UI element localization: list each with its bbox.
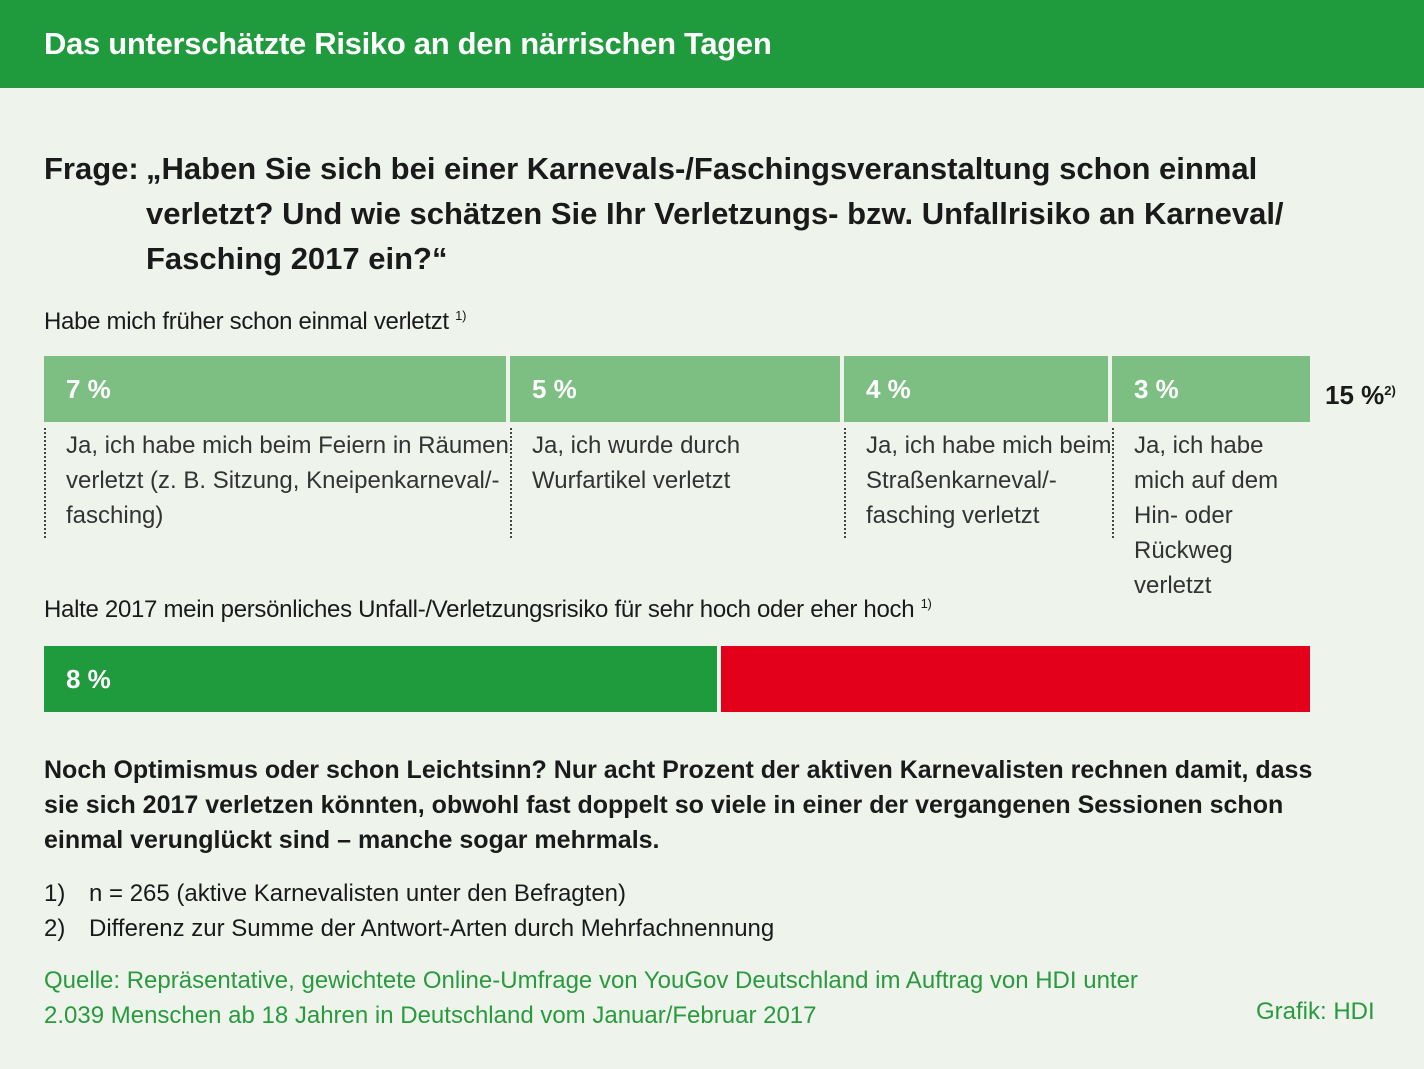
chart1-title-note: 1) [455, 308, 467, 323]
category-label: Ja, ich wurde durch Wurfartikel verletzt [510, 428, 844, 538]
chart1-title-text: Habe mich früher schon einmal verletzt [44, 308, 449, 335]
bar-segment: 4 % [844, 356, 1108, 422]
body-text: Noch Optimismus oder schon Leichtsinn? N… [44, 756, 1313, 854]
question-text: „Haben Sie sich bei einer Karnevals-/Fas… [146, 151, 1284, 276]
category-label: Ja, ich habe mich beim Straßenkarneval/-… [844, 428, 1112, 538]
chart1-title: Habe mich früher schon einmal verletzt 1… [44, 308, 466, 336]
source: Quelle: Repräsentative, gewichtete Onlin… [44, 967, 1138, 1029]
credit: Grafik: HDI [1256, 998, 1375, 1025]
total-label: 15 % [1325, 380, 1385, 410]
footnote: 1) n = 265 (aktive Karnevalisten unter de… [44, 876, 774, 911]
bar-segment: 3 % [1112, 356, 1310, 422]
footnote-num: 1) [44, 880, 66, 907]
segment-value-label: 4 % [866, 374, 911, 404]
chart1-total: 15 %2) [1325, 380, 1396, 411]
category-label: Ja, ich habe mich auf dem Hin- oder Rück… [1112, 428, 1314, 599]
segment-value-label: 5 % [532, 374, 577, 404]
bar-segment: 7 % [44, 356, 506, 422]
segment-value-label: 8 % [66, 664, 111, 694]
category-label: Ja, ich habe mich beim Feiern in Räumen … [44, 428, 510, 538]
segment-value-label: 7 % [66, 374, 111, 404]
chart2-title: Halte 2017 mein persönliches Unfall-/Ver… [44, 596, 932, 624]
chart1-bar: 7 % 5 % 4 % 3 % [44, 356, 1310, 422]
header: Das unterschätzte Risiko an den närrisch… [0, 0, 1424, 88]
question-label: Frage: [44, 151, 139, 186]
bar-segment-remainder [721, 646, 1310, 712]
chart2-title-text: Halte 2017 mein persönliches Unfall-/Ver… [44, 596, 915, 623]
footnote: 2) Differenz zur Summe der Antwort-Arten … [44, 911, 774, 946]
footnote-text: n = 265 (aktive Karnevalisten unter den … [89, 880, 626, 907]
bar-segment-high-risk: 8 % [44, 646, 718, 712]
bar-segment: 5 % [510, 356, 840, 422]
segment-value-label: 3 % [1134, 374, 1179, 404]
page-title: Das unterschätzte Risiko an den närrisch… [44, 26, 772, 61]
total-note: 2) [1384, 383, 1396, 398]
footnote-num: 2) [44, 915, 66, 942]
footnote-text: Differenz zur Summe der Antwort-Arten du… [89, 915, 775, 942]
chart2-bar: 8 % [44, 646, 1310, 712]
footnotes: 1) n = 265 (aktive Karnevalisten unter de… [44, 876, 774, 946]
question: Frage: „Haben Sie sich bei einer Karneva… [44, 146, 1344, 281]
chart2-title-note: 1) [920, 596, 932, 611]
